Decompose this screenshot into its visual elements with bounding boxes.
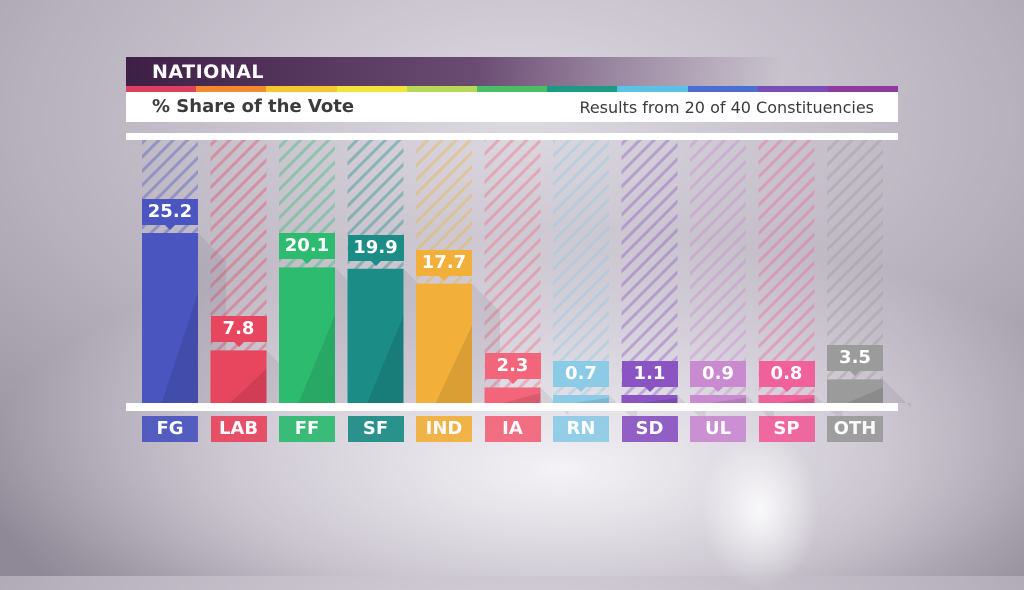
- bar-lab: [210, 350, 267, 403]
- bar-background-rn: [553, 140, 609, 403]
- bar-shade: [298, 314, 335, 403]
- stripe-segment: [336, 86, 407, 92]
- bar-ia: [484, 387, 541, 403]
- value-label-sp: 0.8: [758, 361, 815, 392]
- bar-shade: [367, 315, 404, 403]
- value-label-ul: 0.9: [690, 361, 746, 392]
- stripe-segment: [547, 86, 618, 92]
- top-rule: [126, 133, 898, 140]
- stripe-segment: [406, 86, 477, 92]
- stripe-segment: [757, 86, 828, 92]
- bar-shadow: [883, 379, 911, 408]
- party-label-ia: IA: [484, 416, 541, 442]
- bar-shade: [230, 368, 267, 403]
- bar-background-ul: [690, 140, 746, 403]
- party-label-oth: OTH: [827, 416, 883, 442]
- bar-background-sp: [758, 140, 815, 403]
- chart-subtitle: % Share of the Vote: [152, 96, 355, 117]
- header-title: NATIONAL: [152, 61, 265, 83]
- stripe-segment: [266, 86, 337, 92]
- bar-shade: [435, 325, 472, 403]
- party-label-ind: IND: [416, 416, 472, 442]
- value-label-rn: 0.7: [553, 361, 609, 392]
- light-flare: [700, 430, 820, 590]
- bar-background-sd: [621, 140, 678, 403]
- value-label-fg: 25.2: [142, 199, 198, 230]
- party-color-stripe: [126, 86, 899, 92]
- bar-shade: [778, 397, 815, 403]
- bar-ind: [416, 283, 472, 403]
- stripe-segment: [687, 86, 758, 92]
- bar-shade: [846, 387, 883, 403]
- bar-chart: [142, 140, 911, 423]
- bar-fg: [142, 233, 198, 403]
- party-label-lab: LAB: [210, 416, 267, 442]
- party-label-sd: SD: [621, 416, 678, 442]
- stripe-segment: [476, 86, 548, 92]
- subheader-bar: % Share of the Vote Results from 20 of 4…: [126, 92, 898, 122]
- value-label-lab: 7.8: [210, 316, 267, 348]
- bar-ff: [279, 267, 335, 403]
- chart-baseline: [126, 403, 898, 411]
- bar-sp: [758, 395, 815, 403]
- party-label-sf: SF: [347, 416, 404, 442]
- header-band: [126, 57, 898, 86]
- value-label-oth: 3.5: [827, 345, 883, 377]
- bar-shade: [504, 392, 541, 403]
- bar-ul: [690, 395, 746, 403]
- value-label-sd: 1.1: [621, 361, 678, 392]
- value-label-ff: 20.1: [279, 233, 335, 265]
- results-note: Results from 20 of 40 Constituencies: [579, 98, 874, 117]
- value-label-sf: 19.9: [347, 234, 404, 266]
- bar-shade: [572, 397, 609, 403]
- bar-shade: [161, 292, 198, 403]
- party-label-ff: FF: [279, 416, 335, 442]
- bar-oth: [827, 379, 883, 403]
- bar-shade: [641, 397, 678, 403]
- stripe-segment: [196, 86, 267, 92]
- party-label-rn: RN: [553, 416, 609, 442]
- bar-shade: [709, 397, 746, 403]
- value-label-ind: 17.7: [416, 249, 472, 281]
- election-graphic: NATIONAL % Share of the Vote Results fro…: [126, 57, 911, 442]
- stripe-segment: [126, 86, 197, 92]
- bar-sf: [347, 268, 404, 403]
- party-label-ul: UL: [690, 416, 746, 442]
- stripe-segment: [827, 86, 899, 92]
- value-label-ia: 2.3: [484, 353, 541, 385]
- party-label-fg: FG: [142, 416, 198, 442]
- stripe-segment: [617, 86, 688, 92]
- bar-sd: [621, 395, 678, 403]
- bar-rn: [553, 395, 609, 403]
- party-label-sp: SP: [758, 416, 815, 442]
